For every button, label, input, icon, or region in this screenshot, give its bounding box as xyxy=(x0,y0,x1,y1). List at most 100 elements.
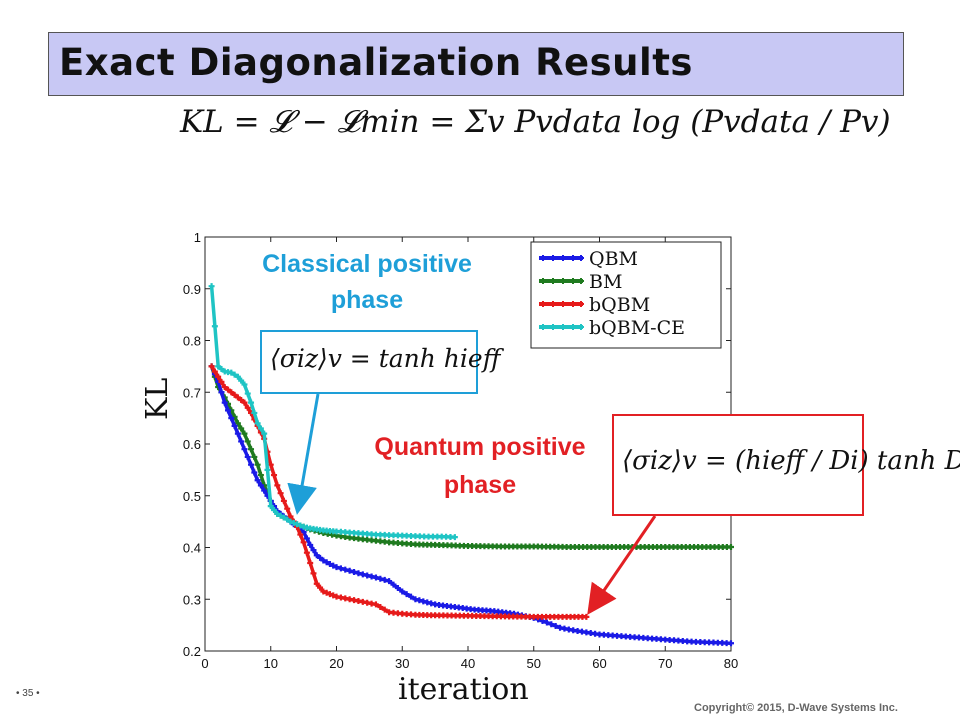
data-point xyxy=(261,487,268,494)
legend-marker xyxy=(550,324,556,330)
quantum-equation-box: ⟨σiz⟩v = (hieff / Di) tanh Di xyxy=(612,414,960,516)
x-tick-label: 80 xyxy=(724,656,738,671)
data-point xyxy=(248,399,255,406)
y-tick-label: 0.3 xyxy=(183,592,201,607)
data-point xyxy=(326,561,333,568)
data-point xyxy=(238,438,245,445)
legend-label: bQBM-CE xyxy=(589,317,685,339)
y-axis-label: KL xyxy=(140,377,175,420)
data-point xyxy=(215,373,222,380)
data-point xyxy=(244,438,251,445)
y-tick-label: 0.4 xyxy=(183,541,201,556)
data-point xyxy=(317,584,324,591)
legend-marker xyxy=(570,255,576,261)
legend-marker xyxy=(570,324,576,330)
legend-label: BM xyxy=(589,271,622,293)
x-tick-label: 70 xyxy=(658,656,672,671)
legend-marker xyxy=(540,301,546,307)
data-point xyxy=(300,539,307,546)
data-point xyxy=(231,371,238,378)
data-point xyxy=(583,613,590,620)
y-tick-label: 0.8 xyxy=(183,334,201,349)
data-point xyxy=(303,535,310,542)
data-point xyxy=(221,384,228,391)
x-tick-label: 30 xyxy=(395,656,409,671)
data-point xyxy=(225,386,232,393)
data-point xyxy=(337,565,344,572)
data-point xyxy=(326,591,333,598)
y-tick-label: 0.9 xyxy=(183,282,201,297)
data-point xyxy=(313,580,320,587)
data-point xyxy=(241,381,248,388)
data-point xyxy=(351,568,358,575)
data-point xyxy=(221,399,228,406)
data-point xyxy=(228,415,235,422)
legend-marker xyxy=(560,301,566,307)
data-point xyxy=(303,549,310,556)
data-point xyxy=(241,430,248,437)
data-point xyxy=(394,585,401,592)
data-point xyxy=(287,518,294,525)
data-point xyxy=(280,514,287,521)
data-point xyxy=(248,446,255,453)
data-point xyxy=(381,576,388,583)
data-point xyxy=(377,604,384,611)
data-point xyxy=(228,389,235,396)
legend-marker xyxy=(578,278,584,284)
data-point xyxy=(211,368,218,375)
data-point xyxy=(257,425,264,432)
x-tick-label: 20 xyxy=(329,656,343,671)
data-point xyxy=(408,593,415,600)
data-point xyxy=(274,510,281,517)
data-point xyxy=(215,363,222,370)
data-point xyxy=(330,592,337,599)
data-point xyxy=(244,453,251,460)
data-point xyxy=(244,390,251,397)
data-point xyxy=(274,482,281,489)
x-tick-label: 40 xyxy=(461,656,475,671)
data-point xyxy=(290,519,297,526)
data-point xyxy=(355,570,362,577)
data-point xyxy=(317,554,324,561)
data-point xyxy=(254,420,261,427)
legend-marker xyxy=(578,255,584,261)
data-point xyxy=(390,581,397,588)
data-point xyxy=(277,512,284,519)
legend-marker xyxy=(570,278,576,284)
data-point xyxy=(225,407,232,414)
data-point xyxy=(728,543,734,550)
data-point xyxy=(231,422,238,429)
data-point xyxy=(280,497,287,504)
data-point xyxy=(244,404,251,411)
data-point xyxy=(320,588,327,595)
x-tick-label: 0 xyxy=(201,656,208,671)
data-point xyxy=(271,472,278,479)
x-axis-label: iteration xyxy=(398,672,529,707)
data-point xyxy=(313,552,320,559)
data-point xyxy=(377,575,384,582)
data-point xyxy=(267,503,274,510)
legend-marker xyxy=(570,301,576,307)
data-point xyxy=(297,531,304,538)
data-point xyxy=(261,430,268,437)
data-point xyxy=(728,640,734,647)
data-point xyxy=(403,591,410,598)
data-point xyxy=(552,622,559,629)
data-point xyxy=(211,323,218,330)
data-point xyxy=(218,378,225,385)
legend-label: bQBM xyxy=(589,294,650,316)
data-point xyxy=(346,567,353,574)
legend-marker xyxy=(578,301,584,307)
legend-marker xyxy=(550,301,556,307)
legend-marker xyxy=(540,278,546,284)
data-point xyxy=(310,547,317,554)
series-markers-bQBM-CE xyxy=(208,283,458,541)
data-point xyxy=(231,391,238,398)
data-point xyxy=(251,453,258,460)
quantum-equation: ⟨σiz⟩v = (hieff / Di) tanh Di xyxy=(622,446,960,476)
data-point xyxy=(251,469,258,476)
legend-marker xyxy=(540,324,546,330)
data-point xyxy=(386,578,393,585)
